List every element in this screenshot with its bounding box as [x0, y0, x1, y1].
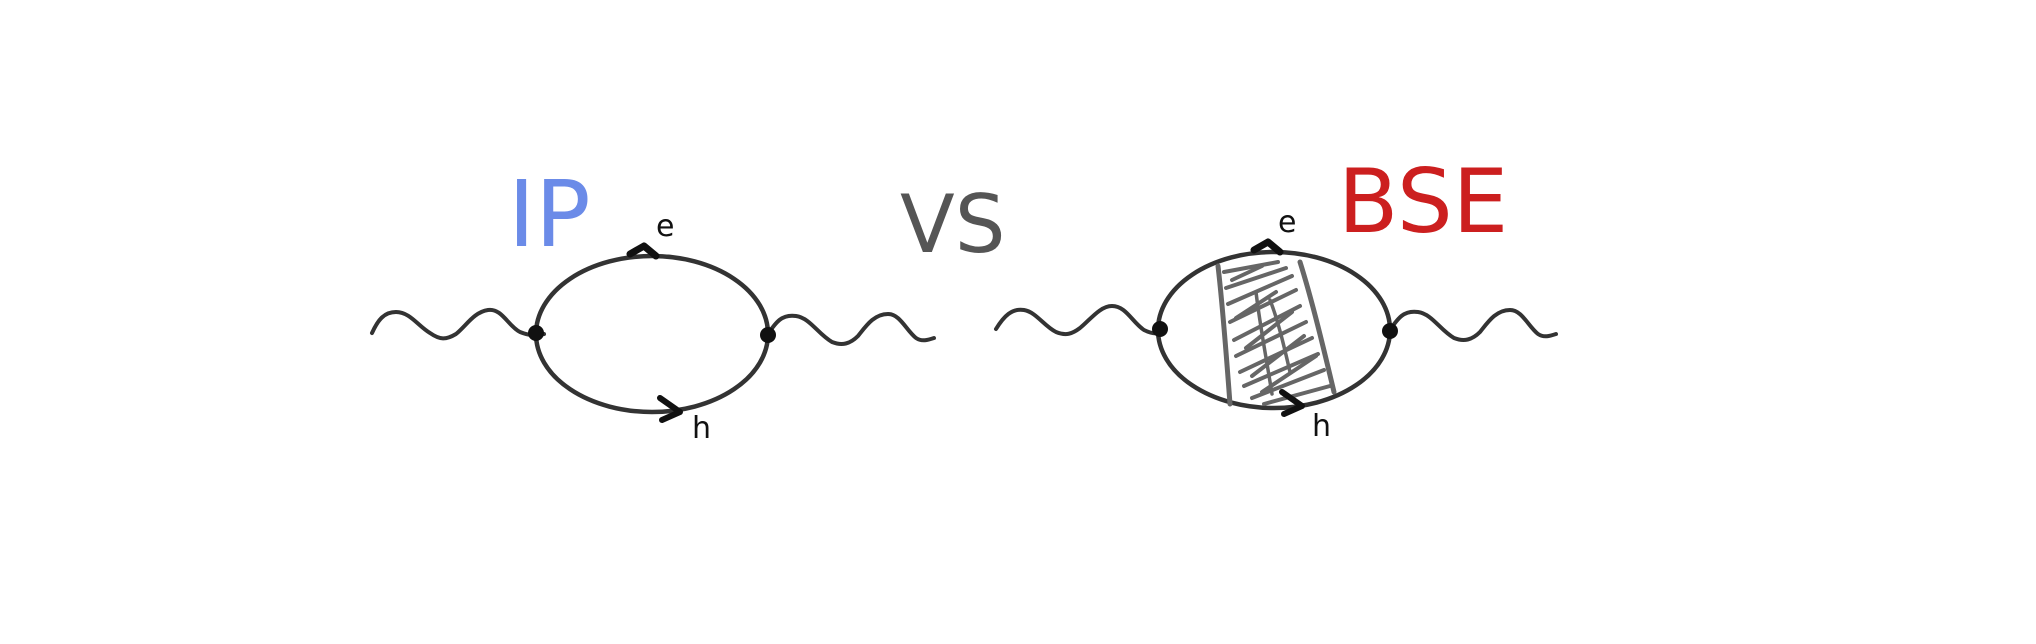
bse-photon-left — [994, 304, 1164, 337]
bse-title: BSE — [1338, 150, 1508, 253]
bse-vertex-right — [1382, 323, 1398, 339]
ip-bubble — [533, 253, 771, 415]
ip-diagram: e h IP — [370, 161, 936, 446]
bse-hole-arrow-icon — [1279, 389, 1305, 417]
vs-label: VS — [900, 178, 1006, 271]
ip-title: IP — [508, 161, 591, 268]
bse-hole-label: h — [1312, 409, 1331, 444]
bse-interaction-kernel-shading — [1215, 259, 1337, 407]
ip-electron-arrow-icon — [626, 242, 660, 260]
ip-hole-label: h — [692, 411, 711, 446]
ip-photon-right — [766, 312, 936, 346]
ip-electron-label: e — [656, 209, 674, 244]
ip-vertex-left — [528, 325, 544, 341]
bse-photon-right — [1388, 308, 1558, 342]
ip-hole-arrow-icon — [657, 395, 683, 423]
bse-electron-label: e — [1278, 205, 1296, 240]
bse-vertex-left — [1152, 321, 1168, 337]
bse-electron-arrow-icon — [1250, 238, 1284, 256]
ip-photon-left — [370, 307, 546, 341]
bse-diagram: e h BSE — [994, 150, 1558, 444]
ip-vertex-right — [760, 327, 776, 343]
